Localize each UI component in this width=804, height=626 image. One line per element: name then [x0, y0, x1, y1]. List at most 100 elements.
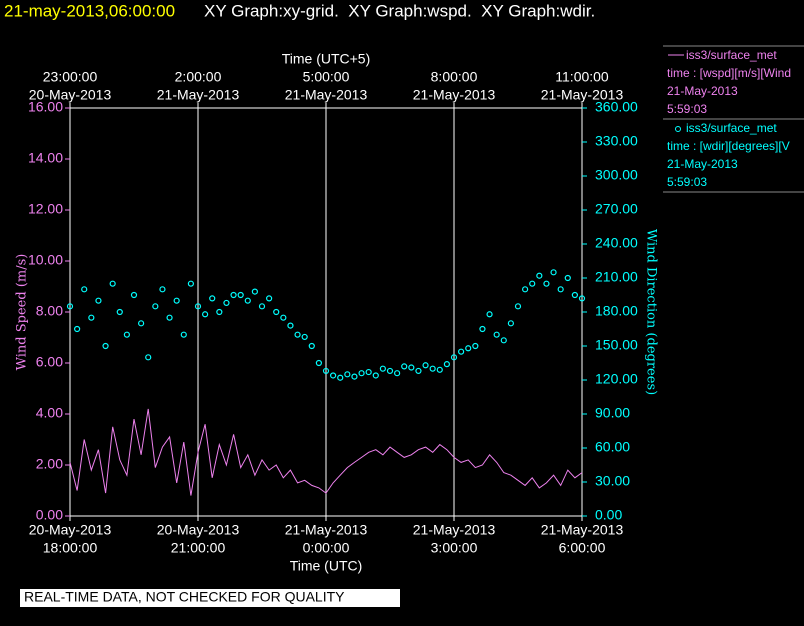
wind-direction-point — [486, 311, 493, 318]
wind-direction-point — [422, 362, 429, 369]
legend-time: 5:59:03 — [667, 102, 707, 116]
wind-direction-point — [74, 325, 81, 333]
y2-tick-label: 90.00 — [595, 405, 630, 421]
y-tick-label: 2.00 — [36, 456, 63, 472]
wind-direction-point — [330, 372, 337, 379]
x2-tick-label: 21-May-2013 — [541, 87, 624, 103]
wind-direction-point — [365, 368, 372, 376]
wind-direction-point — [237, 291, 244, 299]
wind-direction-point — [522, 286, 529, 293]
wind-direction-point — [173, 297, 180, 304]
legend-desc: time : [wspd][m/s][Wind — [667, 66, 791, 80]
wind-direction-point — [379, 365, 386, 372]
wind-direction-point — [130, 291, 138, 299]
wind-direction-point — [301, 333, 308, 341]
wind-direction-point — [258, 303, 266, 310]
x2-axis-label: Time (UTC+5) — [282, 51, 371, 67]
wind-direction-point — [493, 331, 500, 338]
legend-date: 21-May-2013 — [667, 157, 738, 171]
y2-tick-label: 30.00 — [595, 473, 630, 489]
wind-direction-point — [472, 342, 479, 350]
wind-direction-point — [443, 361, 450, 368]
wind-direction-point — [138, 320, 145, 327]
wind-direction-point — [578, 295, 586, 302]
x-tick-label: 21-May-2013 — [413, 522, 496, 538]
y2-tick-label: 60.00 — [595, 439, 630, 455]
y2-tick-label: 300.00 — [595, 167, 638, 183]
wind-direction-point — [95, 297, 102, 304]
wind-direction-point — [287, 322, 294, 329]
wind-direction-point — [436, 366, 443, 373]
wind-direction-point — [159, 286, 166, 293]
wind-direction-point — [322, 367, 330, 375]
wind-direction-point — [507, 320, 514, 327]
y2-tick-label: 330.00 — [595, 133, 638, 149]
x2-tick-label: 11:00:00 — [555, 69, 609, 85]
legend-date: 21-May-2013 — [667, 84, 738, 98]
x-tick-label: 21:00:00 — [171, 540, 226, 556]
y-tick-label: 12.00 — [28, 201, 63, 217]
wind-direction-point — [458, 348, 465, 355]
x-tick-label: 20-May-2013 — [29, 522, 112, 538]
wind-direction-point — [429, 365, 436, 372]
wind-direction-point — [358, 370, 365, 377]
wind-direction-point — [166, 314, 173, 321]
legend-desc: time : [wdir][degrees][V — [667, 139, 790, 153]
x-tick-label: 21-May-2013 — [541, 522, 624, 538]
x-axis-label: Time (UTC) — [290, 558, 363, 574]
y2-tick-label: 0.00 — [595, 507, 622, 523]
wind-direction-point — [394, 370, 401, 377]
wind-direction-point — [244, 297, 251, 304]
legend-marker — [675, 126, 681, 132]
wind-direction-point — [408, 364, 415, 371]
wind-direction-point — [372, 372, 379, 379]
wind-direction-point — [550, 269, 557, 276]
wind-direction-point — [351, 373, 358, 380]
x-tick-label: 21-May-2013 — [285, 522, 368, 538]
wind-direction-point — [266, 295, 273, 302]
timestamp: 21-may-2013,06:00:00 — [4, 1, 175, 20]
wind-direction-point — [216, 308, 223, 316]
x2-tick-label: 23:00:00 — [43, 69, 98, 85]
y2-tick-label: 180.00 — [595, 303, 638, 319]
wind-direction-point — [450, 354, 458, 361]
x2-tick-label: 8:00:00 — [431, 69, 478, 85]
y2-tick-label: 120.00 — [595, 371, 638, 387]
x-tick-label: 20-May-2013 — [157, 522, 240, 538]
x-tick-label: 0:00:00 — [303, 540, 350, 556]
y2-tick-label: 270.00 — [595, 201, 638, 217]
wind-direction-point — [308, 342, 315, 350]
chart-title: XY Graph:xy-grid. XY Graph:wspd. XY Grap… — [204, 1, 595, 20]
wind-direction-point — [557, 286, 564, 293]
wind-direction-point — [337, 374, 344, 381]
wind-direction-point — [344, 371, 351, 378]
y-tick-label: 4.00 — [36, 405, 63, 421]
wind-direction-point — [116, 308, 123, 316]
y-tick-label: 16.00 — [28, 99, 63, 115]
wind-direction-point — [109, 280, 116, 287]
wind-direction-point — [315, 359, 322, 367]
x2-tick-label: 21-May-2013 — [157, 87, 240, 103]
y-tick-label: 6.00 — [36, 354, 63, 370]
wind-direction-point — [223, 299, 230, 307]
wind-direction-point — [152, 303, 159, 310]
note: REAL-TIME DATA, NOT CHECKED FOR QUALITY — [24, 589, 345, 605]
y2-tick-label: 360.00 — [595, 99, 638, 115]
legend-time: 5:59:03 — [667, 175, 707, 189]
x-tick-label: 3:00:00 — [431, 540, 478, 556]
wind-direction-point — [88, 314, 95, 321]
wind-direction-point — [102, 342, 109, 350]
wind-direction-point — [230, 291, 237, 299]
y2-tick-label: 150.00 — [595, 337, 638, 353]
wind-direction-point — [543, 280, 550, 287]
wind-direction-point — [251, 288, 258, 295]
wind-speed-line — [69, 408, 583, 496]
x-tick-label: 6:00:00 — [559, 540, 606, 556]
wind-direction-point — [81, 286, 88, 293]
y-axis-label: Wind Speed (m/s) — [15, 254, 30, 371]
wind-direction-point — [123, 331, 130, 338]
wind-direction-point — [536, 272, 543, 279]
wind-direction-point — [500, 337, 507, 344]
